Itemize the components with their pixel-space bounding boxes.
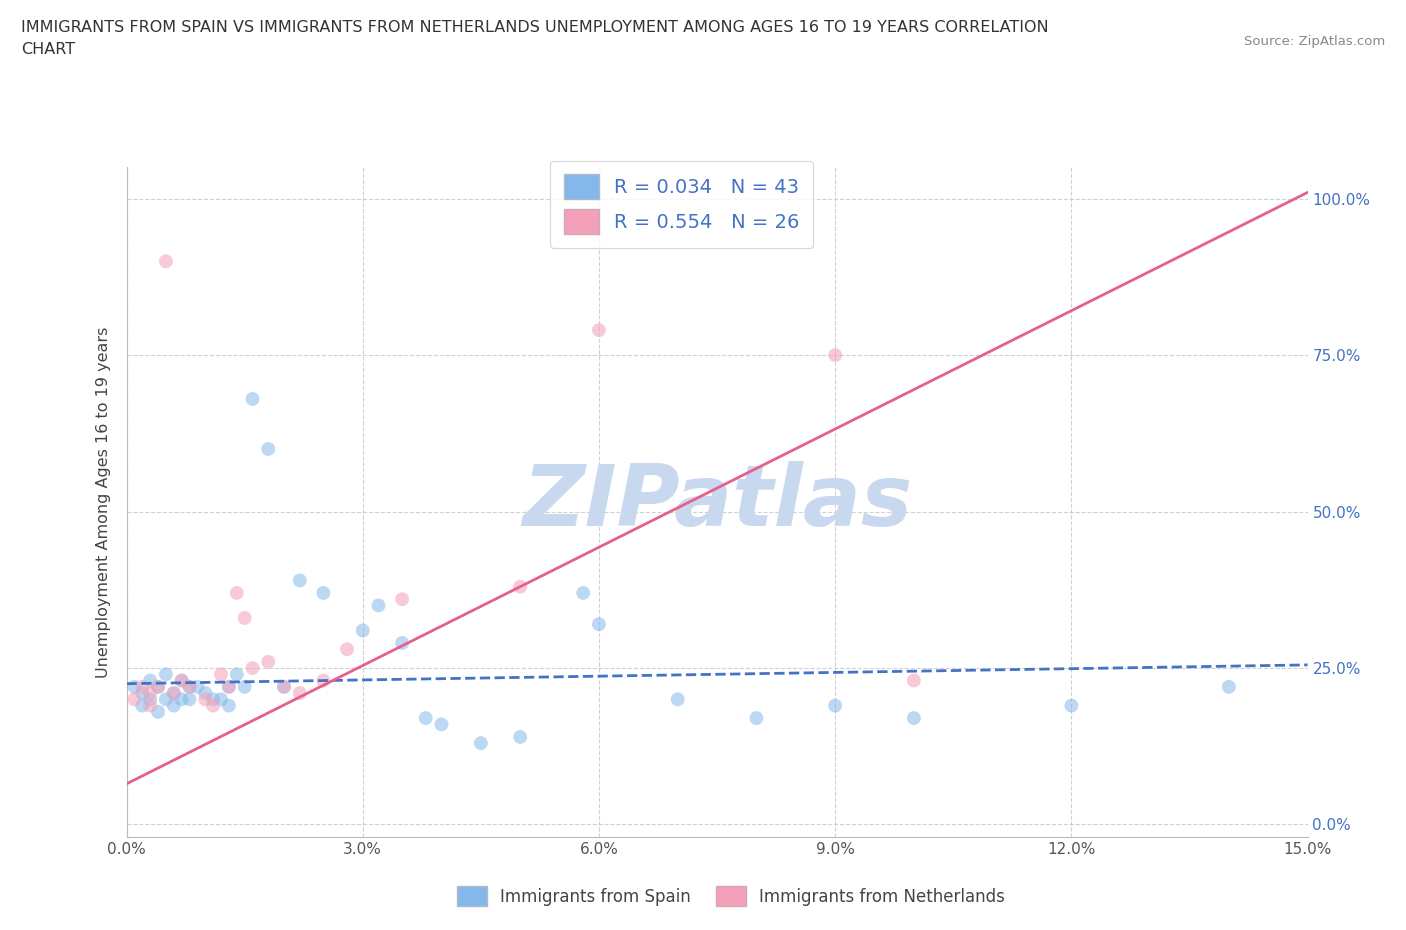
- Point: [225, 586, 247, 601]
- Point: [415, 711, 437, 725]
- Point: [666, 692, 689, 707]
- Legend: Immigrants from Spain, Immigrants from Netherlands: Immigrants from Spain, Immigrants from N…: [450, 880, 1012, 912]
- Point: [146, 680, 169, 695]
- Point: [202, 698, 225, 713]
- Point: [202, 692, 225, 707]
- Point: [588, 323, 610, 338]
- Point: [242, 660, 264, 675]
- Point: [273, 680, 295, 695]
- Point: [139, 673, 162, 688]
- Point: [509, 729, 531, 744]
- Point: [336, 642, 359, 657]
- Text: Source: ZipAtlas.com: Source: ZipAtlas.com: [1244, 35, 1385, 48]
- Point: [186, 680, 208, 695]
- Text: ZIPatlas: ZIPatlas: [522, 460, 912, 544]
- Point: [824, 348, 846, 363]
- Point: [163, 685, 186, 700]
- Point: [391, 591, 413, 606]
- Point: [124, 692, 146, 707]
- Point: [1218, 680, 1240, 695]
- Text: IMMIGRANTS FROM SPAIN VS IMMIGRANTS FROM NETHERLANDS UNEMPLOYMENT AMONG AGES 16 : IMMIGRANTS FROM SPAIN VS IMMIGRANTS FROM…: [21, 20, 1049, 35]
- Point: [273, 680, 295, 695]
- Point: [146, 680, 169, 695]
- Point: [170, 692, 193, 707]
- Point: [170, 673, 193, 688]
- Point: [179, 680, 201, 695]
- Point: [139, 698, 162, 713]
- Point: [131, 680, 153, 695]
- Legend: R = 0.034   N = 43, R = 0.554   N = 26: R = 0.034 N = 43, R = 0.554 N = 26: [550, 161, 813, 247]
- Point: [257, 655, 280, 670]
- Point: [470, 736, 492, 751]
- Point: [312, 586, 335, 601]
- Point: [257, 442, 280, 457]
- Point: [430, 717, 453, 732]
- Point: [903, 673, 925, 688]
- Text: CHART: CHART: [21, 42, 75, 57]
- Point: [179, 692, 201, 707]
- Point: [163, 685, 186, 700]
- Point: [170, 673, 193, 688]
- Point: [155, 692, 177, 707]
- Point: [218, 680, 240, 695]
- Point: [745, 711, 768, 725]
- Point: [163, 698, 186, 713]
- Point: [146, 704, 169, 719]
- Point: [225, 667, 247, 682]
- Point: [588, 617, 610, 631]
- Point: [139, 685, 162, 700]
- Point: [218, 698, 240, 713]
- Point: [288, 685, 311, 700]
- Point: [218, 680, 240, 695]
- Point: [288, 573, 311, 588]
- Point: [124, 680, 146, 695]
- Y-axis label: Unemployment Among Ages 16 to 19 years: Unemployment Among Ages 16 to 19 years: [96, 326, 111, 678]
- Point: [312, 673, 335, 688]
- Point: [179, 680, 201, 695]
- Point: [352, 623, 374, 638]
- Point: [391, 635, 413, 650]
- Point: [367, 598, 389, 613]
- Point: [209, 692, 232, 707]
- Point: [824, 698, 846, 713]
- Point: [1060, 698, 1083, 713]
- Point: [233, 610, 256, 625]
- Point: [509, 579, 531, 594]
- Point: [242, 392, 264, 406]
- Point: [194, 692, 217, 707]
- Point: [194, 685, 217, 700]
- Point: [903, 711, 925, 725]
- Point: [131, 698, 153, 713]
- Point: [131, 685, 153, 700]
- Point: [139, 692, 162, 707]
- Point: [572, 586, 595, 601]
- Point: [155, 667, 177, 682]
- Point: [233, 680, 256, 695]
- Point: [209, 667, 232, 682]
- Point: [155, 254, 177, 269]
